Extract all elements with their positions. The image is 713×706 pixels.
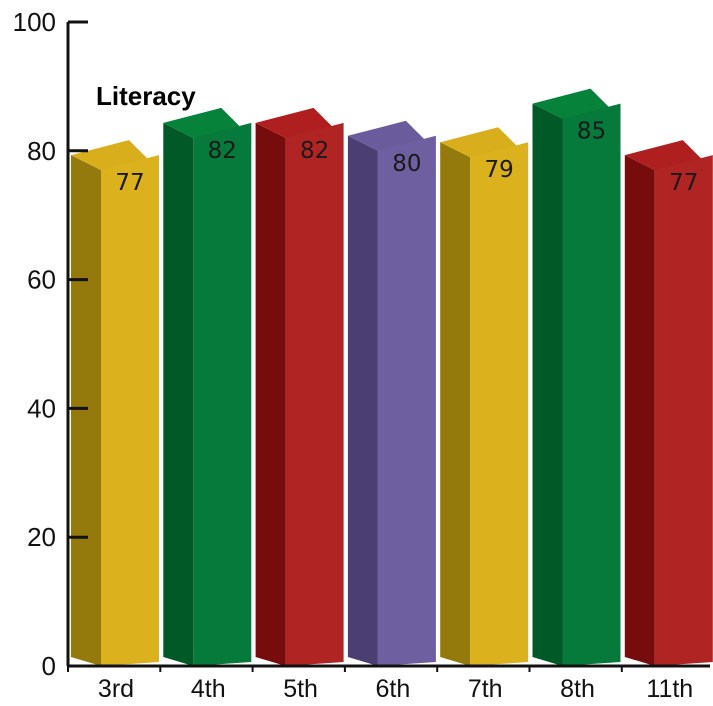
category-label-11th: 11th [646,675,693,703]
y-tick-label-20: 20 [27,522,56,552]
y-tick-label-40: 40 [27,393,56,423]
category-label-6th: 6th [376,675,411,703]
category-label-8th: 8th [560,675,595,703]
chart-title: Literacy [96,81,196,111]
y-tick-label-0: 0 [42,651,56,681]
y-tick-label-60: 60 [27,265,56,295]
bar-side-5th [255,122,286,667]
y-tick-label-100: 100 [13,7,56,37]
data-label-11th: 77 [669,170,698,196]
bar-front-5th [285,122,344,667]
bar-front-8th [562,103,621,667]
bar-side-3rd [71,155,101,666]
data-label-8th: 85 [577,119,606,145]
bar-front-4th [193,122,252,667]
data-label-4th: 82 [208,138,237,164]
bar-4th [163,107,252,667]
axis-layer [66,20,710,672]
data-label-3rd: 77 [115,170,144,196]
bar-side-7th [440,142,471,667]
bar-front-3rd [101,155,159,666]
category-label-7th: 7th [468,675,503,703]
category-label-5th: 5th [283,675,318,703]
y-tick-label-80: 80 [27,136,56,166]
category-label-4th: 4th [191,675,226,703]
labels-layer: 77 3rd 82 4th 82 5th 80 6th 79 7th 85 8th 77 11th 0 20 4… [13,7,699,703]
bar-front-7th [470,142,529,667]
bar-11th [624,140,713,666]
data-label-5th: 82 [300,138,329,164]
bar-side-6th [347,135,378,667]
data-label-6th: 80 [392,151,421,177]
bar-side-4th [163,122,194,667]
bar-7th [440,127,529,667]
bars-layer [71,88,713,667]
bar-side-11th [624,155,655,666]
bar-front-6th [377,135,436,667]
bar-3rd [71,140,159,666]
bar-front-11th [654,155,713,666]
bar-5th [255,107,344,667]
bar-side-8th [532,103,563,667]
data-label-7th: 79 [485,157,514,183]
bar-6th [347,120,436,667]
category-label-3rd: 3rd [98,675,134,703]
bar-8th [532,88,621,667]
